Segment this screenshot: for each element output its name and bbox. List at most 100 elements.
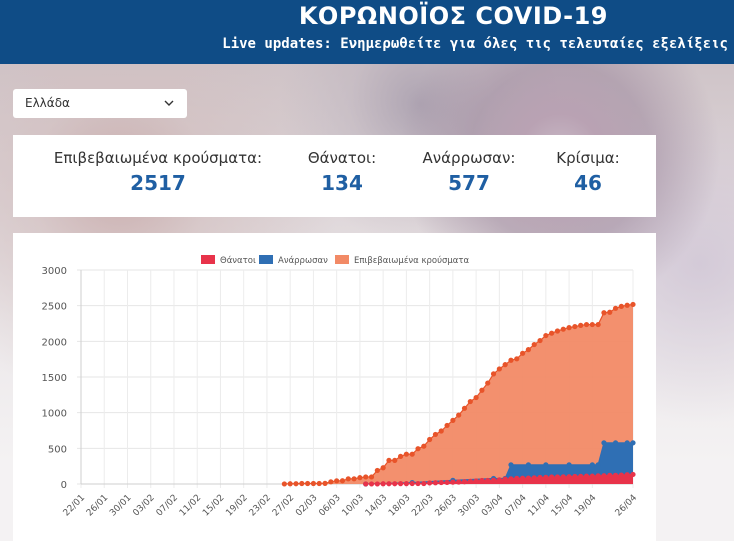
point-confirmed — [386, 457, 392, 463]
point-deaths — [427, 480, 433, 486]
point-confirmed — [479, 387, 485, 393]
point-recovered — [612, 440, 619, 446]
x-tick-label: 26/04 — [614, 493, 640, 519]
point-confirmed — [293, 481, 299, 487]
point-recovered — [589, 462, 595, 468]
x-tick-label: 03/04 — [480, 493, 506, 519]
point-confirmed — [432, 431, 439, 438]
point-deaths — [560, 474, 566, 480]
point-deaths — [549, 474, 555, 480]
point-deaths — [572, 473, 578, 480]
y-tick-label: 3000 — [42, 266, 67, 277]
point-confirmed — [589, 321, 595, 328]
legend-label-deaths: Θάνατοι — [220, 256, 256, 266]
point-deaths — [531, 475, 537, 481]
area-confirmed — [284, 304, 633, 484]
y-tick-label: 500 — [48, 444, 67, 455]
y-tick-label: 1000 — [42, 409, 67, 420]
x-tick-label: 07/02 — [155, 493, 180, 518]
point-deaths — [589, 473, 595, 479]
cases-chart: 0 500 1000 1500 2000 2500 3000 22/0126/0130/01… — [42, 255, 640, 519]
point-confirmed — [287, 481, 293, 487]
point-deaths — [392, 481, 398, 487]
point-confirmed — [618, 303, 624, 309]
point-confirmed — [461, 405, 468, 411]
y-tick-label: 2000 — [42, 337, 67, 348]
country-select-value: Ελλάδα — [25, 96, 70, 110]
legend-swatch-recovered — [259, 255, 273, 264]
point-deaths — [514, 475, 520, 481]
point-deaths — [566, 474, 572, 480]
point-confirmed — [566, 325, 572, 331]
point-deaths — [479, 477, 485, 484]
point-deaths — [607, 472, 613, 478]
point-confirmed — [305, 480, 311, 487]
x-tick-label: 26/01 — [85, 493, 110, 518]
site-header: ΚΟΡΩΝΟΪΟΣ COVID-19 Live updates: Ενημερω… — [0, 0, 734, 64]
point-confirmed — [322, 480, 328, 486]
point-deaths — [363, 481, 369, 487]
point-deaths — [438, 479, 444, 486]
point-confirmed — [607, 309, 613, 315]
point-recovered — [624, 440, 630, 446]
page-subtitle: Live updates: Ενημερωθείτε για όλες τις … — [222, 36, 728, 52]
x-tick-label: 02/03 — [294, 493, 319, 518]
point-deaths — [409, 480, 415, 487]
point-deaths — [618, 472, 624, 478]
point-deaths — [473, 478, 479, 484]
x-tick-label: 11/02 — [178, 493, 203, 518]
point-deaths — [450, 479, 456, 485]
point-confirmed — [310, 480, 317, 487]
point-confirmed — [595, 321, 601, 328]
x-tick-label: 06/03 — [317, 493, 342, 518]
point-confirmed — [380, 465, 386, 471]
point-confirmed — [543, 332, 549, 339]
area-recovered — [365, 442, 633, 484]
point-confirmed — [531, 341, 537, 348]
x-tick-label: 27/02 — [271, 493, 296, 518]
point-deaths — [624, 472, 630, 478]
point-confirmed — [299, 480, 305, 487]
point-confirmed — [403, 451, 409, 457]
stat-recovered: Ανάρρωσαν: 577 — [409, 149, 529, 195]
point-deaths — [537, 474, 543, 481]
x-axis-ticks: 22/0126/0130/0103/0207/0211/0215/0219/02… — [62, 493, 640, 519]
point-deaths — [520, 475, 526, 481]
point-deaths — [432, 480, 439, 486]
stat-confirmed: Επιβεβαιωμένα κρούσματα: 2517 — [46, 149, 270, 195]
chart-legend: Θάνατοι Ανάρρωσαν Επιβεβαιωμένα κρούσματα — [201, 255, 469, 266]
stat-critical-label: Κρίσιμα: — [556, 149, 620, 167]
point-deaths — [508, 476, 514, 482]
stat-critical-value: 46 — [574, 171, 602, 195]
point-confirmed — [549, 330, 555, 336]
stat-confirmed-value: 2517 — [130, 171, 186, 195]
legend-swatch-confirmed — [335, 255, 349, 264]
stat-confirmed-label: Επιβεβαιωμένα κρούσματα: — [53, 149, 263, 167]
x-tick-label: 10/03 — [341, 493, 366, 518]
point-confirmed — [612, 305, 619, 311]
page-title: ΚΟΡΩΝΟΪΟΣ COVID-19 — [298, 2, 608, 30]
legend-label-confirmed: Επιβεβαιωμένα κρούσματα — [354, 255, 469, 266]
point-deaths — [578, 473, 584, 479]
stat-recovered-label: Ανάρρωσαν: — [422, 149, 516, 167]
country-select[interactable]: Ελλάδα — [13, 89, 187, 118]
point-confirmed — [374, 467, 380, 474]
point-deaths — [444, 479, 450, 486]
stat-recovered-value: 577 — [448, 171, 490, 195]
y-tick-label: 2500 — [42, 302, 67, 313]
point-deaths — [525, 475, 532, 481]
chart-card: 0 500 1000 1500 2000 2500 3000 22/01 26/01 30/01… — [13, 233, 656, 541]
point-confirmed — [514, 356, 520, 362]
point-deaths — [397, 481, 404, 487]
point-confirmed — [508, 357, 514, 363]
point-confirmed — [357, 475, 363, 481]
point-confirmed — [560, 326, 566, 332]
point-confirmed — [502, 362, 508, 368]
point-deaths — [630, 471, 636, 478]
point-recovered — [508, 462, 514, 468]
point-deaths — [496, 477, 502, 483]
x-tick-label: 22/03 — [410, 493, 435, 518]
point-confirmed — [467, 398, 473, 405]
x-tick-label: 19/02 — [224, 493, 249, 518]
x-tick-label: 23/02 — [248, 493, 273, 518]
